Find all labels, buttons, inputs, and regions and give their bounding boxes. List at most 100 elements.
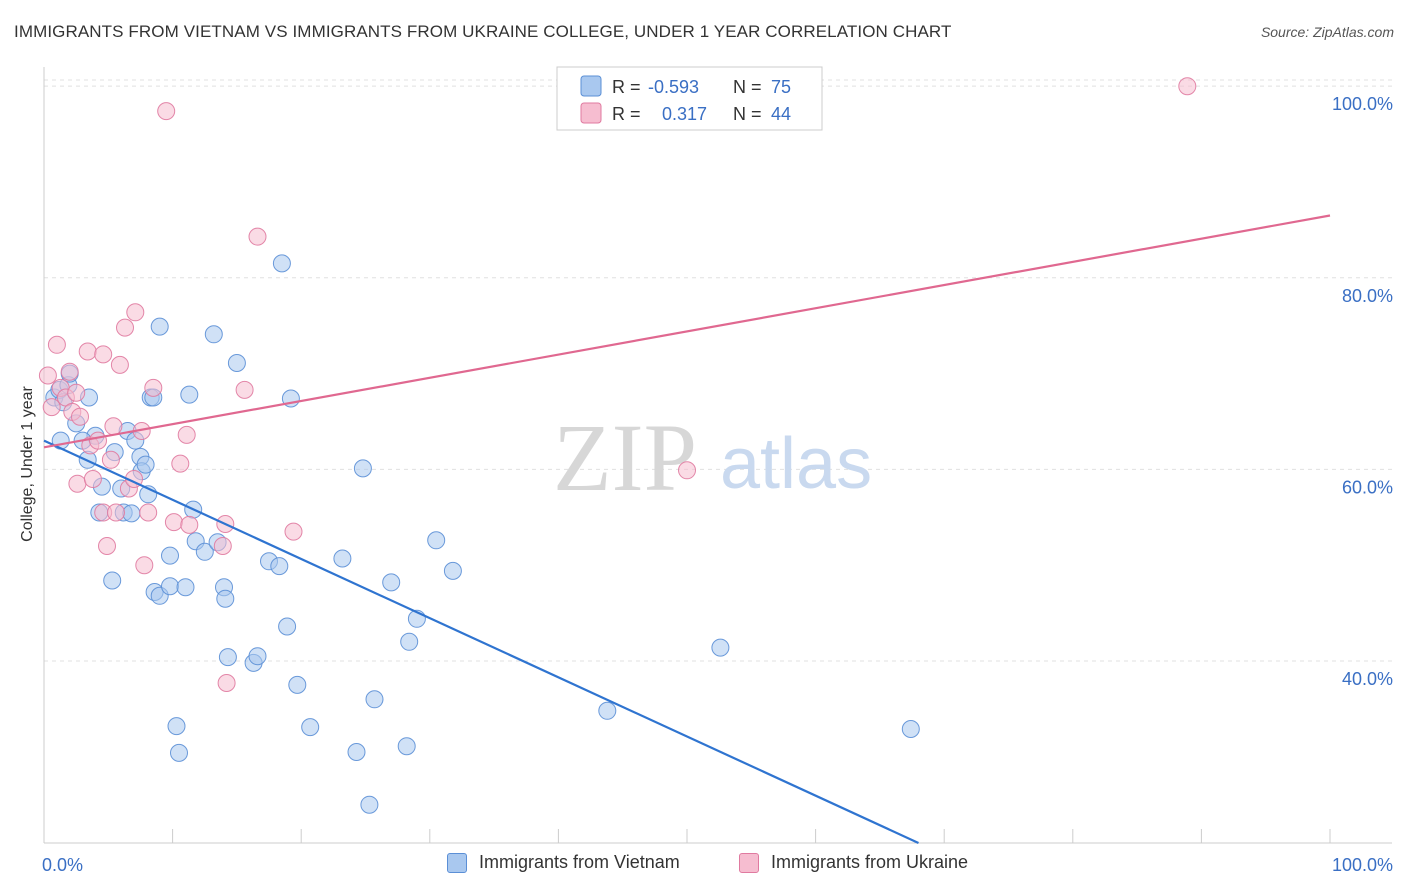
data-point-vietnam [347,743,366,761]
y-axis-title: College, Under 1 year [19,386,36,542]
data-point-vietnam [427,531,446,550]
data-point-ukraine [94,345,113,364]
grid-lines [44,79,1392,662]
data-point-vietnam [204,325,223,344]
data-point-vietnam [161,546,179,565]
legend-r-value-vietnam: -0.593 [648,77,699,97]
data-point-ukraine [171,454,190,473]
data-point-vietnam [180,385,199,404]
data-point-vietnam [397,737,416,756]
trend-line-ukraine [43,214,1331,449]
data-point-vietnam [150,317,169,336]
data-point-ukraine [248,227,267,246]
y-tick-label: 40.0% [1342,669,1393,689]
data-point-ukraine [47,335,66,354]
data-point-vietnam [301,718,320,737]
source-label: Source: ZipAtlas.com [1260,24,1394,40]
data-point-ukraine [180,515,199,534]
data-point-vietnam [161,577,179,596]
watermark-zip: ZIP [553,404,697,511]
data-point-vietnam [167,717,186,736]
legend-n-value-vietnam: 75 [771,77,791,97]
data-point-ukraine [116,318,134,337]
data-point-ukraine [101,450,120,469]
data-point-vietnam [288,675,307,694]
legend-swatch-vietnam [580,75,602,97]
data-point-ukraine [98,537,116,555]
trend-lines [43,214,1331,844]
legend-n-value-ukraine: 44 [771,104,791,124]
legend-r-label-vietnam: R = [612,77,641,97]
data-point-ukraine [71,407,89,426]
data-point-ukraine [284,522,303,541]
data-point-vietnam [272,254,291,273]
x-tick-label-min: 0.0% [42,855,83,875]
bottom-legend-label-ukraine: Immigrants from Ukraine [771,852,969,872]
axes [43,67,1392,844]
x-tick-label-max: 100.0% [1332,855,1393,875]
data-point-ukraine [213,537,232,555]
data-point-vietnam [170,743,188,762]
legend: R = -0.593 N = 75 R = 0.317 N = 44 [556,66,823,131]
y-tick-label: 80.0% [1342,286,1393,306]
data-point-vietnam [216,589,235,608]
data-point-ukraine [157,102,176,121]
data-point-ukraine [104,417,123,436]
data-point-vietnam [195,542,214,561]
data-point-vietnam [248,647,267,666]
bottom-legend-label-vietnam: Immigrants from Vietnam [479,852,680,872]
data-point-vietnam [382,573,401,592]
bottom-legend: Immigrants from Vietnam Immigrants from … [0,852,1406,878]
watermark-atlas: atlas [720,424,872,504]
data-point-vietnam [365,690,384,709]
data-point-vietnam [122,504,141,523]
y-tick-label: 100.0% [1332,94,1393,114]
bottom-legend-swatch-ukraine [739,852,759,873]
y-tick-labels: 40.0% 60.0% 80.0% 100.0% [1332,94,1393,689]
data-point-vietnam [218,648,237,667]
data-point-ukraine [135,556,154,575]
data-point-ukraine [110,355,129,374]
x-tick-labels: 0.0% 100.0% [42,855,1393,875]
trend-line-vietnam [43,439,919,844]
data-point-ukraine [235,380,254,399]
data-point-vietnam [901,720,920,738]
data-point-vietnam [711,638,730,657]
data-point-ukraine [38,366,57,385]
watermark: ZIP atlas [553,404,872,511]
bottom-legend-ukraine: Immigrants from Ukraine [739,852,968,873]
data-point-vietnam [176,578,195,597]
y-tick-label: 60.0% [1342,477,1393,497]
chart-title: IMMIGRANTS FROM VIETNAM VS IMMIGRANTS FR… [14,22,952,41]
data-point-ukraine [1178,77,1197,96]
data-point-vietnam [353,459,372,478]
data-point-vietnam [278,617,297,636]
legend-r-label-ukraine: R = [612,104,641,124]
data-point-ukraine [678,461,696,480]
data-point-ukraine [164,513,183,532]
bottom-legend-swatch-vietnam [447,852,467,873]
data-point-ukraine [68,474,87,493]
data-point-ukraine [42,398,61,417]
data-point-ukraine [67,383,86,402]
data-point-ukraine [126,303,145,322]
legend-r-value-ukraine: 0.317 [662,104,707,124]
data-point-vietnam [136,455,155,474]
legend-n-label-ukraine: N = [733,104,762,124]
data-point-ukraine [107,503,125,522]
data-point-ukraine [139,503,158,522]
data-point-vietnam [103,571,122,590]
data-point-vietnam [400,632,419,651]
data-point-ukraine [144,378,163,397]
data-point-vietnam [360,795,379,814]
bottom-legend-vietnam: Immigrants from Vietnam [447,852,680,873]
data-point-ukraine [60,362,79,381]
data-point-vietnam [333,549,352,568]
data-point-ukraine [217,674,236,692]
data-point-ukraine [78,342,97,361]
data-point-vietnam [598,701,617,720]
data-points [38,77,1197,814]
data-point-ukraine [83,470,102,488]
data-point-ukraine [177,425,196,444]
